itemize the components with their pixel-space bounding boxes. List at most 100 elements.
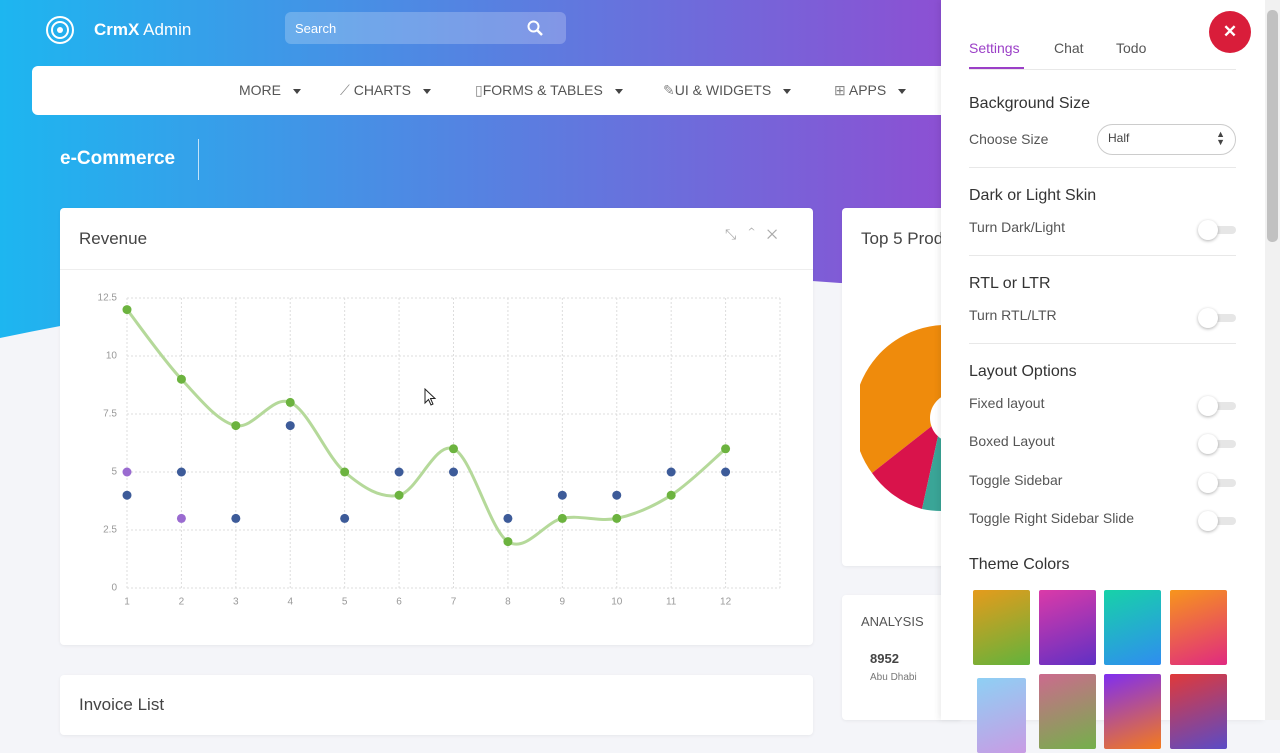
- data-point: [449, 444, 458, 454]
- card-divider: [60, 269, 813, 270]
- search-icon[interactable]: [527, 20, 543, 36]
- data-point: [176, 513, 186, 523]
- analysis-city: Abu Dhabi: [870, 672, 917, 683]
- data-point: [285, 397, 295, 407]
- analysis-label: ANALYSIS: [861, 614, 924, 629]
- tab-indicator: [969, 67, 1024, 69]
- nav-item[interactable]: ✎UI & WIDGETS: [663, 82, 792, 99]
- toggle[interactable]: [1198, 220, 1236, 240]
- tab-active[interactable]: Settings: [969, 40, 1020, 56]
- y-tick-label: 7.5: [103, 409, 117, 420]
- card-tools[interactable]: ⤡⌃✕: [725, 226, 790, 242]
- option-label: Boxed Layout: [969, 433, 1055, 449]
- nav-label: CHARTS: [353, 82, 412, 98]
- toggle[interactable]: [1198, 434, 1236, 454]
- tab[interactable]: Todo: [1116, 40, 1147, 56]
- theme-swatch[interactable]: [973, 590, 1030, 665]
- divider: [198, 139, 199, 180]
- x-tick-label: 6: [396, 597, 402, 608]
- analysis-value: 8952: [870, 651, 899, 666]
- data-point: [503, 537, 513, 547]
- toggle[interactable]: [1198, 473, 1236, 493]
- close-button[interactable]: ✕: [1209, 11, 1251, 53]
- data-point: [231, 421, 241, 431]
- x-tick-label: 9: [560, 597, 566, 608]
- y-tick-label: 12.5: [98, 293, 118, 304]
- y-tick-label: 0: [111, 583, 117, 594]
- select-value: Half: [1108, 131, 1130, 145]
- data-point: [394, 467, 404, 477]
- y-tick-label: 2.5: [103, 525, 117, 536]
- data-point: [231, 513, 241, 523]
- x-tick-label: 7: [451, 597, 457, 608]
- nav-label: APPS: [848, 82, 887, 98]
- x-tick-label: 4: [287, 597, 293, 608]
- toggle[interactable]: [1198, 396, 1236, 416]
- divider: [969, 69, 1236, 70]
- nav-item[interactable]: MORE: [239, 82, 301, 98]
- scrollbar-thumb[interactable]: [1267, 10, 1278, 242]
- theme-swatch[interactable]: [1104, 590, 1161, 665]
- data-point: [503, 513, 513, 523]
- toggle[interactable]: [1198, 511, 1236, 531]
- nav-label: FORMS & TABLES: [482, 82, 603, 98]
- x-tick-label: 2: [179, 597, 185, 608]
- theme-swatch[interactable]: [1039, 674, 1096, 749]
- data-point: [340, 467, 350, 477]
- logo: [46, 16, 74, 44]
- nav-item[interactable]: ▯FORMS & TABLES: [475, 82, 623, 99]
- card-title: Invoice List: [79, 695, 165, 714]
- data-point: [557, 513, 567, 523]
- size-select[interactable]: Half ▲ ▼: [1097, 124, 1236, 155]
- nav-item[interactable]: ⟋ CHARTS: [340, 82, 432, 99]
- option-label: Turn RTL/LTR: [969, 307, 1057, 323]
- section-title: Layout Options: [969, 363, 1077, 380]
- option-label: Toggle Right Sidebar Slide: [969, 510, 1134, 526]
- data-point: [394, 490, 404, 500]
- brand-light: Admin: [143, 20, 192, 39]
- x-tick-label: 8: [505, 597, 511, 608]
- page-title: e-Commerce: [60, 148, 176, 169]
- theme-swatch[interactable]: [1170, 590, 1227, 665]
- option-label: Fixed layout: [969, 395, 1045, 411]
- search-box[interactable]: Search: [285, 12, 566, 44]
- x-tick-label: 11: [666, 597, 677, 608]
- x-tick-label: 3: [233, 597, 239, 608]
- tab[interactable]: Chat: [1054, 40, 1084, 56]
- y-tick-label: 10: [106, 351, 118, 362]
- data-point: [666, 467, 676, 477]
- option-label: Toggle Sidebar: [969, 472, 1063, 488]
- card-title: Top 5 Products: [861, 229, 962, 248]
- nav-label: MORE: [239, 82, 281, 98]
- search-placeholder: Search: [295, 21, 337, 36]
- theme-swatch[interactable]: [1170, 674, 1227, 749]
- card-title: Revenue: [79, 229, 148, 248]
- data-point: [122, 305, 132, 315]
- nav-item[interactable]: ⊞ APPS: [834, 82, 907, 99]
- data-point: [666, 490, 676, 500]
- theme-swatch[interactable]: [1104, 674, 1161, 749]
- y-tick-label: 5: [111, 467, 117, 478]
- invoice-card: Invoice List: [60, 675, 813, 735]
- revenue-card: Revenue ⤡⌃✕: [60, 208, 813, 645]
- x-tick-label: 1: [124, 597, 130, 608]
- data-point: [721, 444, 731, 454]
- nav-bar: [32, 66, 952, 115]
- x-tick-label: 5: [342, 597, 348, 608]
- divider: [969, 343, 1236, 344]
- x-tick-label: 12: [720, 597, 732, 608]
- theme-swatch[interactable]: [977, 678, 1026, 753]
- theme-swatch[interactable]: [1039, 590, 1096, 665]
- scrollbar[interactable]: [1265, 0, 1280, 720]
- option-label: Turn Dark/Light: [969, 219, 1065, 235]
- data-point: [612, 513, 622, 523]
- nav-label: UI & WIDGETS: [674, 82, 772, 98]
- data-point: [176, 374, 186, 384]
- data-point: [176, 467, 186, 477]
- data-point: [721, 467, 731, 477]
- series-line: [125, 308, 727, 546]
- toggle[interactable]: [1198, 308, 1236, 328]
- divider: [969, 255, 1236, 256]
- data-point: [340, 513, 350, 523]
